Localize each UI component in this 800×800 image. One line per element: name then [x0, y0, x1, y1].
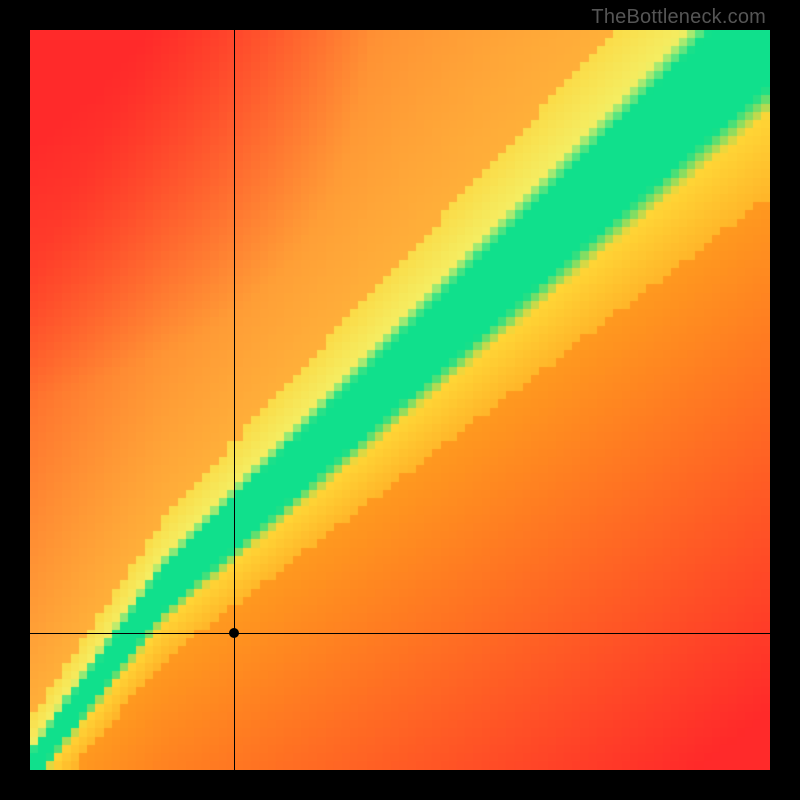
watermark-text: TheBottleneck.com	[591, 6, 766, 29]
bottleneck-heatmap	[30, 30, 770, 770]
marker-dot	[229, 628, 239, 638]
crosshair-horizontal	[30, 633, 770, 634]
crosshair-vertical	[234, 30, 235, 770]
heatmap-canvas	[30, 30, 770, 770]
